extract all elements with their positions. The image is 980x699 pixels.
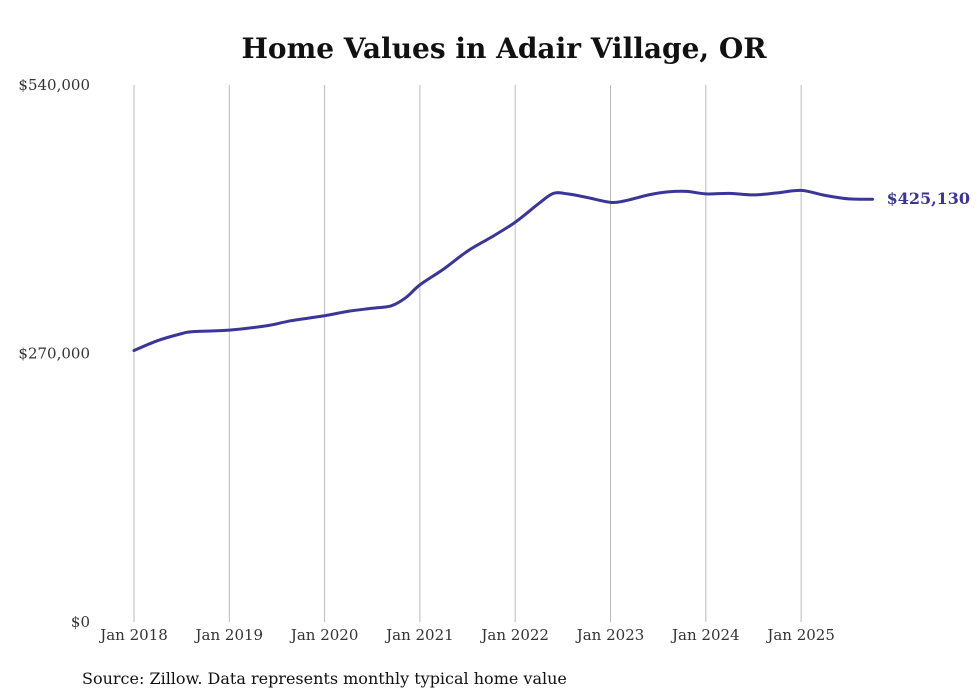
x-tick-label: Jan 2020 <box>289 626 359 644</box>
chart-title: Home Values in Adair Village, OR <box>241 32 767 65</box>
gridlines <box>133 85 802 622</box>
y-tick-label: $0 <box>71 613 90 631</box>
x-tick-label: Jan 2019 <box>194 626 264 644</box>
series-line <box>132 188 875 353</box>
x-tick-label: Jan 2022 <box>479 626 549 644</box>
y-axis-ticks: $0 $270,000 $540,000 <box>18 76 90 631</box>
x-tick-label: Jan 2024 <box>670 626 740 644</box>
source-note: Source: Zillow. Data represents monthly … <box>82 669 567 688</box>
end-value-label: $425,130 <box>887 189 971 208</box>
x-tick-label: Jan 2021 <box>384 626 454 644</box>
y-tick-label: $540,000 <box>18 76 90 94</box>
y-tick-label: $270,000 <box>18 345 90 363</box>
x-tick-label: Jan 2025 <box>765 626 835 644</box>
x-axis-ticks: Jan 2018 Jan 2019 Jan 2020 Jan 2021 Jan 2022… <box>98 626 835 644</box>
x-tick-label: Jan 2018 <box>98 626 168 644</box>
x-tick-label: Jan 2023 <box>575 626 645 644</box>
